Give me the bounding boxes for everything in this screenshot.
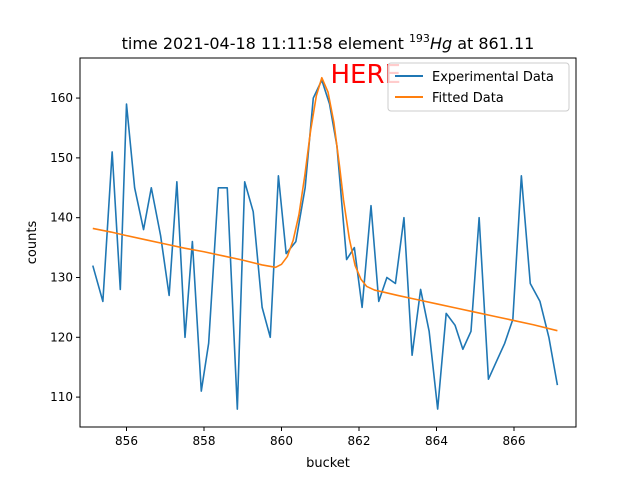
title-prefix: time 2021-04-18 11:11:58 element <box>122 34 409 53</box>
chart-title: time 2021-04-18 11:11:58 element 193Hg a… <box>122 32 535 53</box>
x-axis-label: bucket <box>306 456 350 471</box>
title-element-symbol: Hg <box>430 34 452 53</box>
y-tick-label: 150 <box>50 151 73 165</box>
legend-label-experimental: Experimental Data <box>432 70 554 85</box>
x-tick-label: 866 <box>503 434 526 448</box>
y-axis-label: counts <box>25 221 40 265</box>
y-tick-label: 160 <box>50 91 73 105</box>
x-tick-label: 864 <box>425 434 448 448</box>
x-tick-label: 862 <box>348 434 371 448</box>
legend-box <box>387 62 570 112</box>
plot-area <box>92 76 559 410</box>
series-line-1 <box>92 76 558 332</box>
legend: Experimental Data Fitted Data <box>387 62 570 112</box>
legend-label-fitted: Fitted Data <box>432 91 504 106</box>
title-suffix: at 861.11 <box>452 34 534 53</box>
y-tick-label: 130 <box>50 270 73 284</box>
y-tick-label: 110 <box>50 390 73 404</box>
y-tick-label: 120 <box>50 330 73 344</box>
title-isotope-mass: 193 <box>409 32 430 45</box>
x-tick-label: 856 <box>115 434 138 448</box>
axis-ticks: 856 858 860 862 864 866 110 120 130 140 150 160 <box>50 91 525 448</box>
axes-frame <box>79 57 577 428</box>
x-tick-label: 858 <box>193 434 216 448</box>
y-tick-label: 140 <box>50 211 73 225</box>
series-line-0 <box>92 79 559 410</box>
x-tick-label: 860 <box>270 434 293 448</box>
